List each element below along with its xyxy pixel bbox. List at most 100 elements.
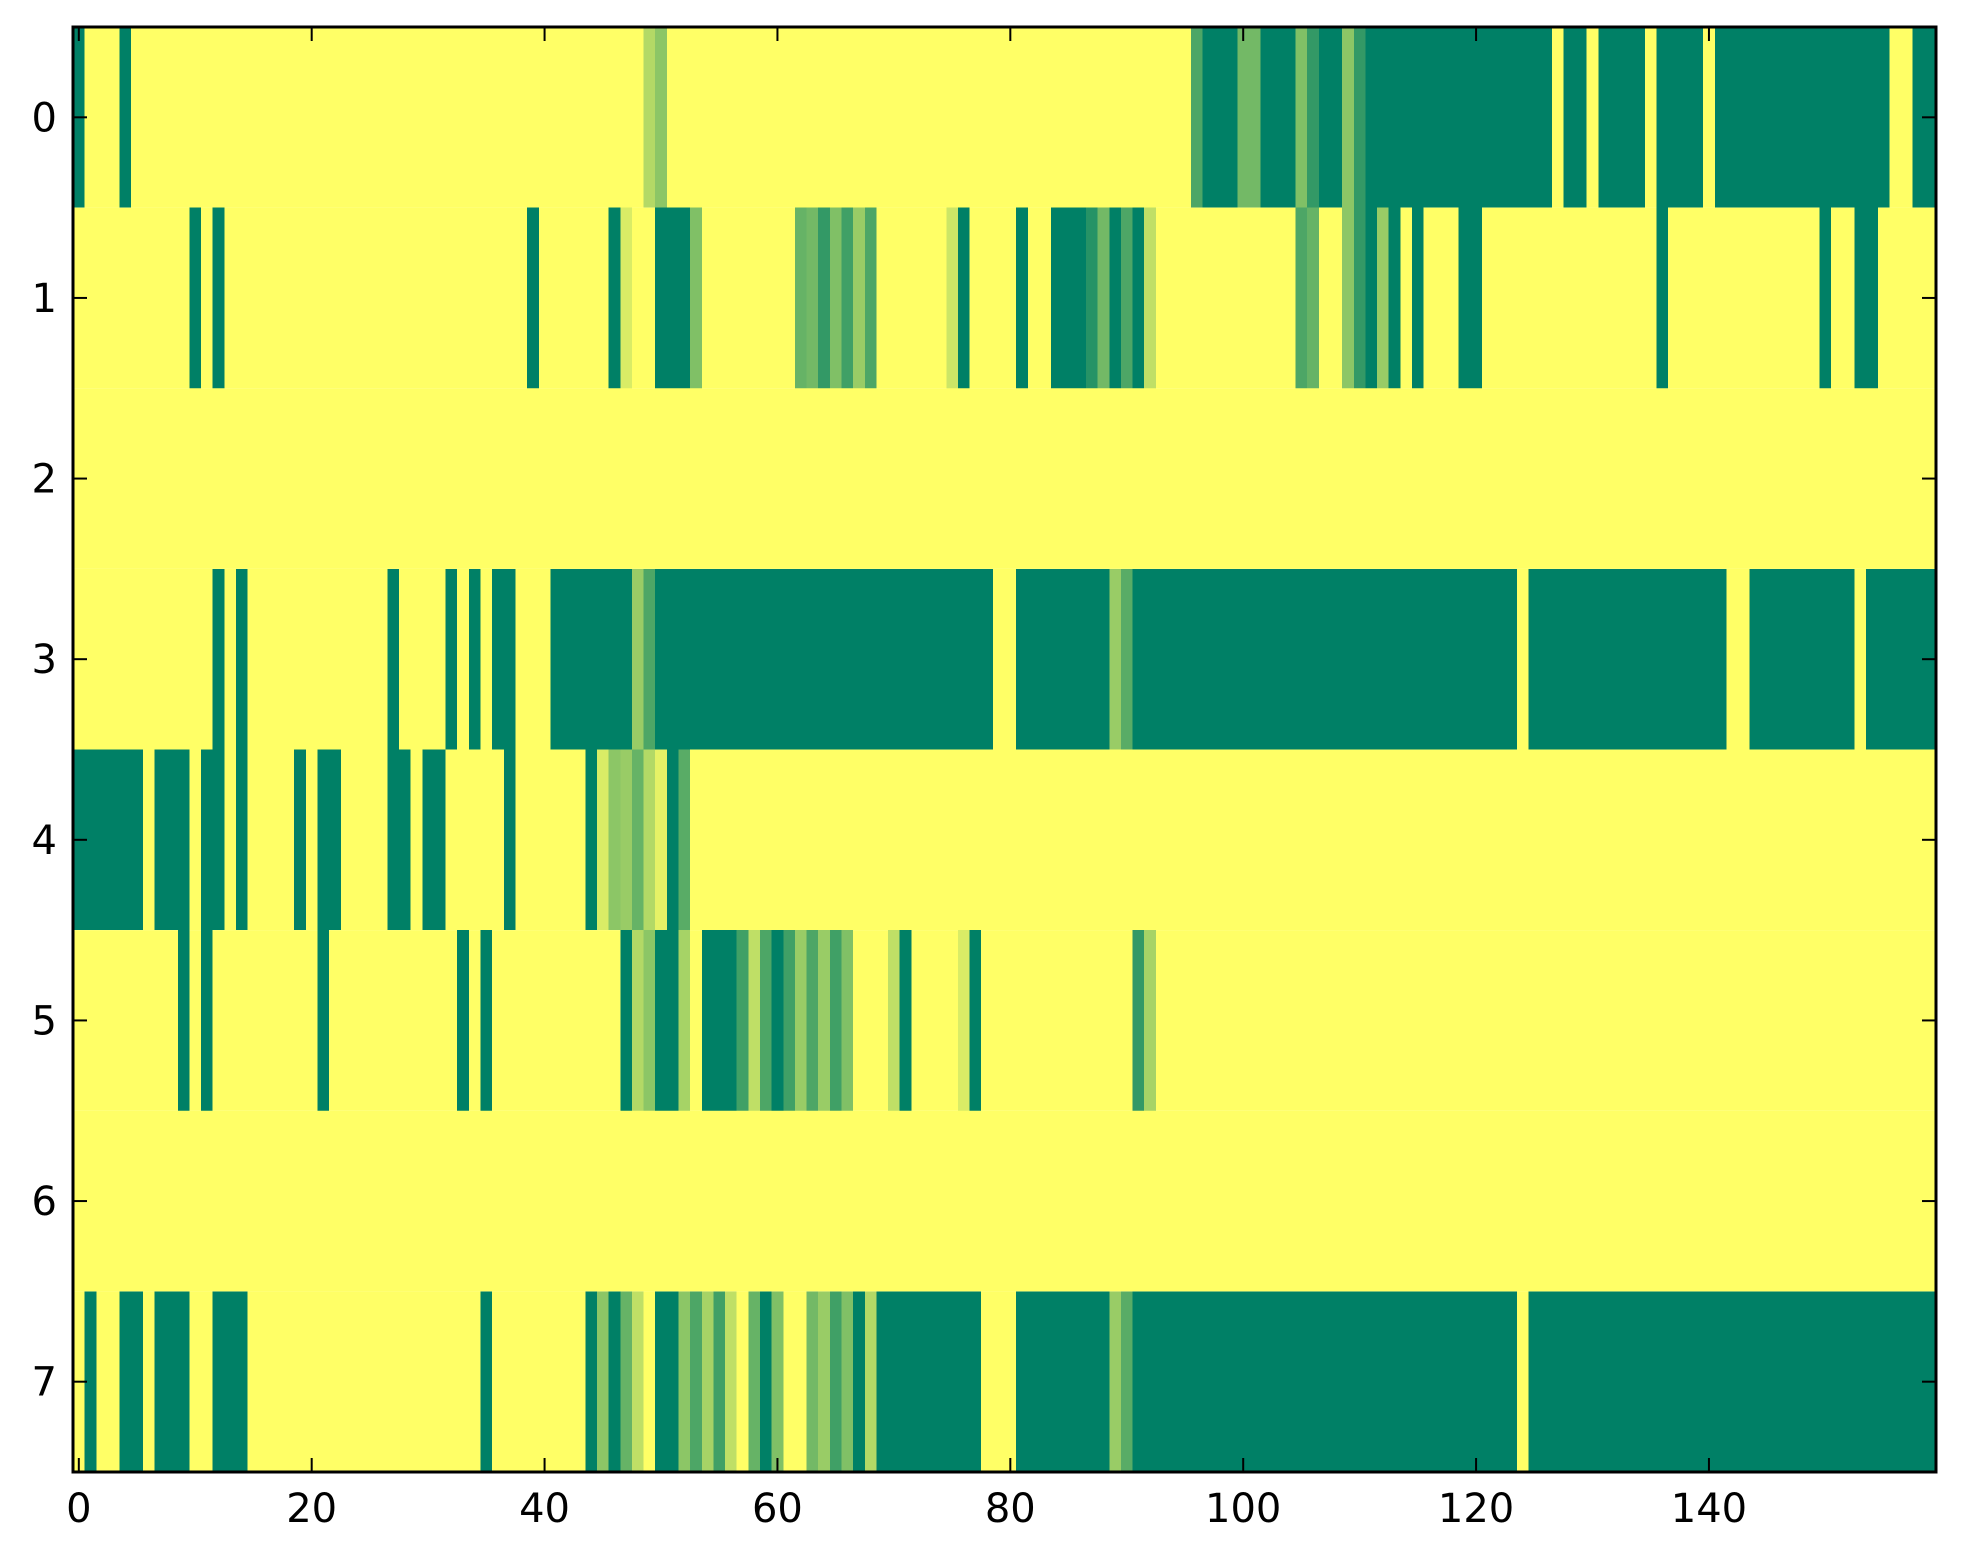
heatmap-cell [468, 568, 481, 750]
heatmap-cell [643, 749, 656, 931]
heatmap-cell [503, 749, 516, 931]
heatmap-cell [655, 27, 667, 208]
heatmap-cell [818, 207, 830, 389]
heatmap-cell [1563, 27, 1587, 208]
heatmap-cell [841, 930, 854, 1111]
heatmap-cell [853, 1291, 865, 1472]
heatmap-cell [387, 568, 400, 750]
y-tick-label: 1 [32, 276, 57, 322]
x-tick-label: 100 [1205, 1486, 1281, 1532]
heatmap-cell [829, 930, 842, 1111]
x-tick-label: 40 [519, 1486, 570, 1532]
x-tick-label: 140 [1671, 1486, 1747, 1532]
axis-tick-labels: 0 20 40 60 80 100 120 140 0 1 2 3 4 5 6 7 [32, 95, 1748, 1532]
heatmap-cell [1132, 568, 1517, 750]
heatmap-cell [1097, 207, 1110, 389]
heatmap-cell [1202, 27, 1238, 208]
heatmap-cell [1365, 27, 1552, 208]
heatmap-cell [713, 1291, 726, 1472]
heatmap-cell [212, 207, 225, 389]
heatmap-cell [853, 207, 865, 389]
heatmap-cell [631, 930, 644, 1111]
heatmap-cell [84, 1291, 97, 1472]
heatmap-cell [678, 749, 691, 931]
heatmap-cell [445, 568, 458, 750]
heatmap-cell [759, 1291, 772, 1472]
heatmap-cell [1260, 27, 1296, 208]
heatmap-cell [1749, 568, 1855, 750]
heatmap-cell [864, 207, 877, 389]
heatmap-cell [631, 749, 644, 931]
heatmap-cell [957, 930, 970, 1111]
heatmap-cell [888, 930, 900, 1111]
heatmap-row-4 [73, 749, 1936, 931]
heatmap-cell [527, 207, 539, 389]
heatmap-cell [620, 207, 632, 389]
heatmap-cell [1295, 207, 1308, 389]
heatmap-cell [725, 1291, 737, 1472]
heatmap-cell [655, 930, 679, 1111]
heatmap-cell [1062, 207, 1087, 389]
heatmap-cell [608, 207, 621, 389]
heatmap-cell [201, 749, 225, 931]
heatmap-cell [655, 568, 993, 750]
heatmap-cell [1144, 930, 1156, 1111]
heatmap-cell [294, 749, 306, 931]
heatmap-cell [957, 207, 970, 389]
heatmap-cell [678, 930, 691, 1111]
heatmap-cell [422, 749, 446, 931]
heatmap-cell [1016, 207, 1028, 389]
heatmap-cell [1132, 1291, 1517, 1472]
heatmap-cell [1237, 27, 1261, 208]
x-tick-label: 60 [752, 1486, 803, 1532]
heatmap-cell [119, 1291, 143, 1472]
heatmap-cell [666, 207, 691, 389]
heatmap-cell [154, 1291, 190, 1472]
heatmap-cell [1190, 27, 1203, 208]
heatmap-cell [154, 749, 190, 931]
heatmap-cell [1412, 207, 1424, 389]
heatmap-cell [748, 1291, 760, 1472]
heatmap-cell [1714, 27, 1890, 208]
heatmap-cell [690, 207, 702, 389]
heatmap-cell [631, 1291, 644, 1472]
heatmap-cell [1109, 207, 1121, 389]
heatmap-cell [119, 27, 132, 208]
heatmap-cell [596, 749, 609, 931]
heatmap-cell [1016, 568, 1110, 750]
heatmap-cell [1458, 207, 1482, 389]
x-tick-label: 80 [985, 1486, 1036, 1532]
heatmap-cell [771, 930, 784, 1111]
heatmap-cell [643, 568, 656, 750]
heatmap-cell [748, 930, 760, 1111]
heatmap-cell [1295, 27, 1308, 208]
heatmap-cell [317, 749, 341, 931]
heatmap-cell [1120, 568, 1133, 750]
heatmap-cell [1528, 1291, 1936, 1472]
y-tick-label: 0 [32, 95, 57, 141]
heatmap-cell [1016, 1291, 1110, 1472]
heatmap-cell [1656, 27, 1704, 208]
heatmap-cell [678, 1291, 691, 1472]
heatmap-cell [620, 1291, 632, 1472]
heatmap-row-5 [73, 930, 1936, 1111]
heatmap-cell [655, 207, 667, 389]
heatmap-row-1 [73, 207, 1936, 389]
heatmap-cell [666, 749, 679, 931]
heatmap-cell [829, 207, 842, 389]
heatmap-cell [759, 930, 772, 1111]
axes-frame [71, 25, 1938, 1474]
y-tick-label: 6 [32, 1179, 57, 1225]
heatmap-cell [806, 1291, 819, 1472]
y-tick-label: 4 [32, 818, 57, 864]
heatmap-cell [1318, 27, 1343, 208]
y-tick-label: 7 [32, 1360, 57, 1406]
heatmap-cell [608, 1291, 621, 1472]
heatmap-cell [1051, 207, 1063, 389]
heatmap-cell [841, 1291, 854, 1472]
heatmap-cell [387, 749, 411, 931]
heatmap-row-6 [73, 1110, 1936, 1292]
heatmap-cell [655, 1291, 679, 1472]
heatmap-cell [585, 749, 597, 931]
heatmap-cell [1854, 207, 1878, 389]
